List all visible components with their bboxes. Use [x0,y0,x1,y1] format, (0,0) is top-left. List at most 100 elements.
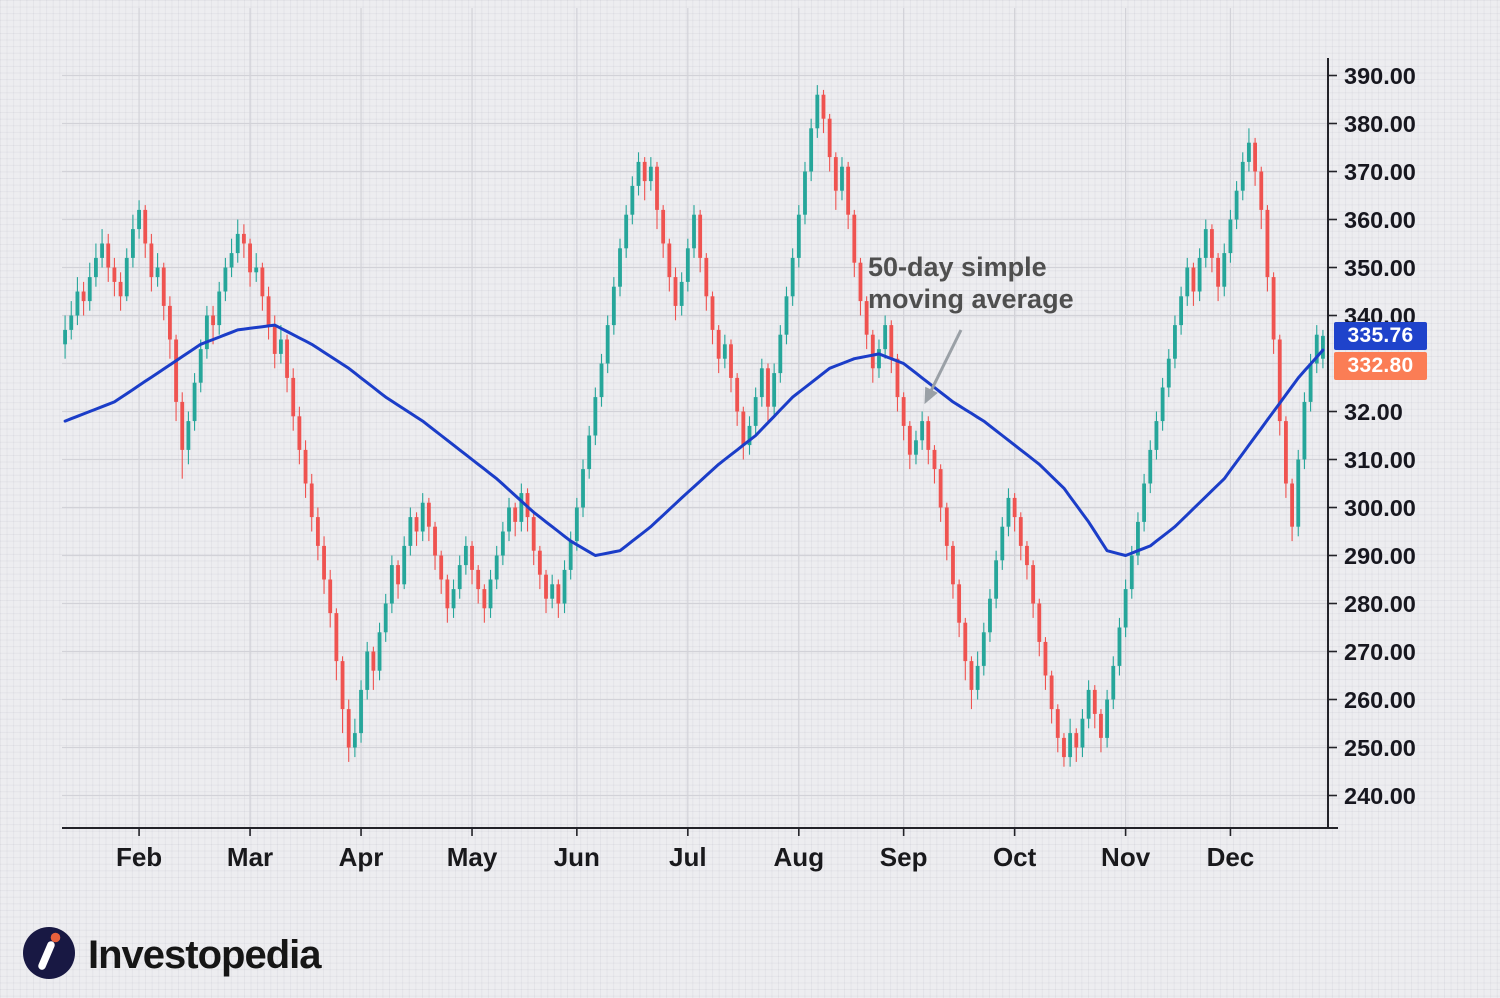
candle-body [1290,483,1294,527]
candle-body [605,325,610,364]
candle-body [476,569,481,590]
candle-body [907,425,912,455]
y-tick-label: 380.00 [1344,111,1416,137]
candle-body [1123,589,1128,628]
y-tick-label: 310.00 [1344,447,1416,473]
candle-body [285,339,289,378]
candle-body [1111,665,1116,700]
candle-body [235,233,240,254]
candle-body [1099,713,1103,738]
candle-body [322,545,326,580]
candle-body [877,349,881,369]
candle-body [1031,565,1036,604]
candle-body [1308,363,1313,402]
candle-body [180,401,185,450]
candle-body [963,622,968,662]
candle-body [809,128,814,172]
candle-body [69,315,74,330]
candle-body [883,325,888,350]
candle-body [334,613,339,662]
ma-annotation-line2: moving average [868,283,1074,314]
candle-body [408,517,413,546]
candle-body [359,689,363,734]
candle-body [340,661,345,710]
candle-body [969,661,974,690]
candle-body [673,277,678,306]
last-price-label: 335.76 [1347,324,1414,347]
ma-annotation: 50-day simple moving average [868,252,1074,316]
candle-body [759,368,764,398]
candle-body [414,517,419,532]
y-tick-label: 360.00 [1344,207,1416,233]
candle-body [1154,421,1159,450]
candle-body [1117,627,1122,666]
candle-body [1284,421,1288,484]
candle-body [1296,459,1301,527]
candle-body [1197,257,1202,292]
candle-body [815,94,820,129]
candle-body [1055,709,1060,738]
y-tick-label: 270.00 [1344,639,1416,665]
candle-body [1012,497,1017,518]
x-month-label: May [447,842,498,872]
candle-body [1228,219,1233,254]
candle-body [537,550,542,575]
ma-annotation-line1: 50-day simple [868,252,1047,282]
candle-body [692,214,696,249]
investopedia-logo: Investopedia [22,926,322,985]
candle-body [747,425,752,446]
candle-body [315,517,320,546]
candle-body [772,373,777,407]
candle-body [124,257,129,297]
x-month-label: Jun [554,842,600,872]
annotation-arrow-line [926,329,963,398]
candle-body [1203,229,1208,258]
gridlines [62,8,1328,828]
candle-body [562,569,567,604]
candle-body [1074,733,1079,748]
candle-body [297,416,302,450]
candle-body [988,598,992,633]
y-tick-label: 250.00 [1344,735,1416,761]
ma-value-label: 332.80 [1347,354,1414,377]
candle-body [451,589,456,609]
candle-body [1062,737,1066,758]
candle-body [1321,335,1325,359]
candle-body [1092,689,1097,714]
candle-body [100,243,104,258]
candle-body [1173,325,1177,359]
candle-body [1000,526,1005,561]
candle-body [346,709,351,748]
candle-body [858,262,863,302]
candle-body [198,349,203,383]
sma-line [63,323,1325,557]
candle-body [507,507,511,532]
candle-body [679,281,684,306]
candle-body [710,296,715,330]
candle-body [1049,675,1054,710]
candle-body [550,584,555,599]
candle-body [1006,497,1011,527]
candle-body [383,603,388,633]
candle-body [155,267,160,278]
ma-value-badge: 332.80 [1334,352,1427,380]
candle-body [352,733,357,748]
candle-body [420,502,425,532]
candle-body [642,161,647,182]
candle-body [1265,209,1270,278]
candle-body [667,243,672,278]
candle-body [593,397,598,436]
candle-body [994,560,999,599]
candle-body [439,555,444,580]
candle-body [685,248,690,282]
candle-body [500,531,505,556]
x-month-label: Jul [669,842,707,872]
candle-body [864,301,869,335]
candle-body [698,214,703,258]
x-month-label: Feb [116,842,162,872]
candle-body [938,469,943,508]
candlesticks [63,85,1325,767]
x-month-label: Oct [993,842,1037,872]
